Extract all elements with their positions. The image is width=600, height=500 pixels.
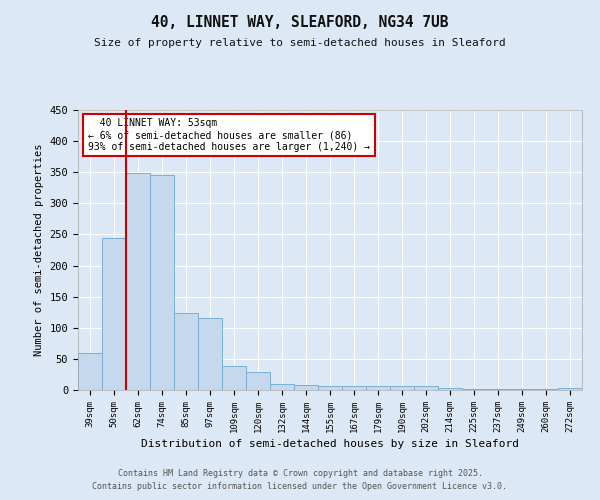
Bar xyxy=(246,372,270,390)
Bar xyxy=(414,386,438,390)
Bar xyxy=(150,176,174,390)
Text: Contains HM Land Registry data © Crown copyright and database right 2025.: Contains HM Land Registry data © Crown c… xyxy=(118,468,482,477)
Bar xyxy=(438,388,462,390)
Bar xyxy=(342,386,366,390)
Bar xyxy=(558,388,582,390)
Bar xyxy=(78,352,102,390)
Bar xyxy=(270,384,294,390)
Bar xyxy=(102,238,126,390)
Bar xyxy=(318,386,342,390)
Bar xyxy=(198,318,222,390)
Text: 40 LINNET WAY: 53sqm  
← 6% of semi-detached houses are smaller (86)
93% of semi: 40 LINNET WAY: 53sqm ← 6% of semi-detach… xyxy=(88,118,370,152)
Bar xyxy=(390,386,414,390)
Text: Contains public sector information licensed under the Open Government Licence v3: Contains public sector information licen… xyxy=(92,482,508,491)
Y-axis label: Number of semi-detached properties: Number of semi-detached properties xyxy=(34,144,44,356)
X-axis label: Distribution of semi-detached houses by size in Sleaford: Distribution of semi-detached houses by … xyxy=(141,439,519,449)
Text: 40, LINNET WAY, SLEAFORD, NG34 7UB: 40, LINNET WAY, SLEAFORD, NG34 7UB xyxy=(151,15,449,30)
Bar xyxy=(174,314,198,390)
Bar xyxy=(126,174,150,390)
Bar xyxy=(366,386,390,390)
Bar xyxy=(222,366,246,390)
Bar xyxy=(294,385,318,390)
Text: Size of property relative to semi-detached houses in Sleaford: Size of property relative to semi-detach… xyxy=(94,38,506,48)
